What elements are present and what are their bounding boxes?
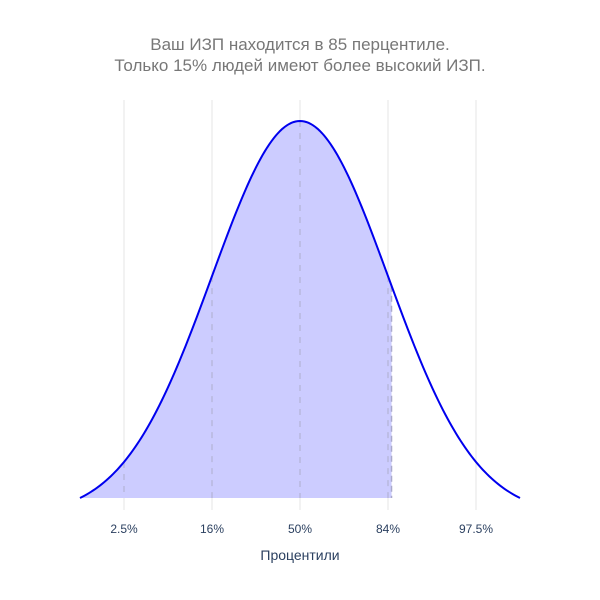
x-tick-label-2: 50% — [288, 522, 312, 536]
chart-title-line-1: Ваш ИЗП находится в 85 перцентиле. — [150, 35, 450, 54]
distribution-curve — [79, 119, 521, 499]
shaded-area — [80, 121, 392, 498]
x-tick-label-1: 16% — [200, 522, 224, 536]
x-tick-label-4: 97.5% — [459, 522, 493, 536]
tick-dash-lines — [123, 121, 393, 498]
x-tick-label-3: 84% — [376, 522, 400, 536]
chart-title: Ваш ИЗП находится в 85 перцентиле. Тольк… — [0, 34, 600, 76]
x-axis-title: Процентили — [260, 547, 339, 563]
chart-title-line-2: Только 15% людей имеют более высокий ИЗП… — [114, 56, 486, 75]
x-tick-labels: 2.5% 16% 50% 84% 97.5% — [110, 522, 493, 536]
x-tick-label-0: 2.5% — [110, 522, 138, 536]
